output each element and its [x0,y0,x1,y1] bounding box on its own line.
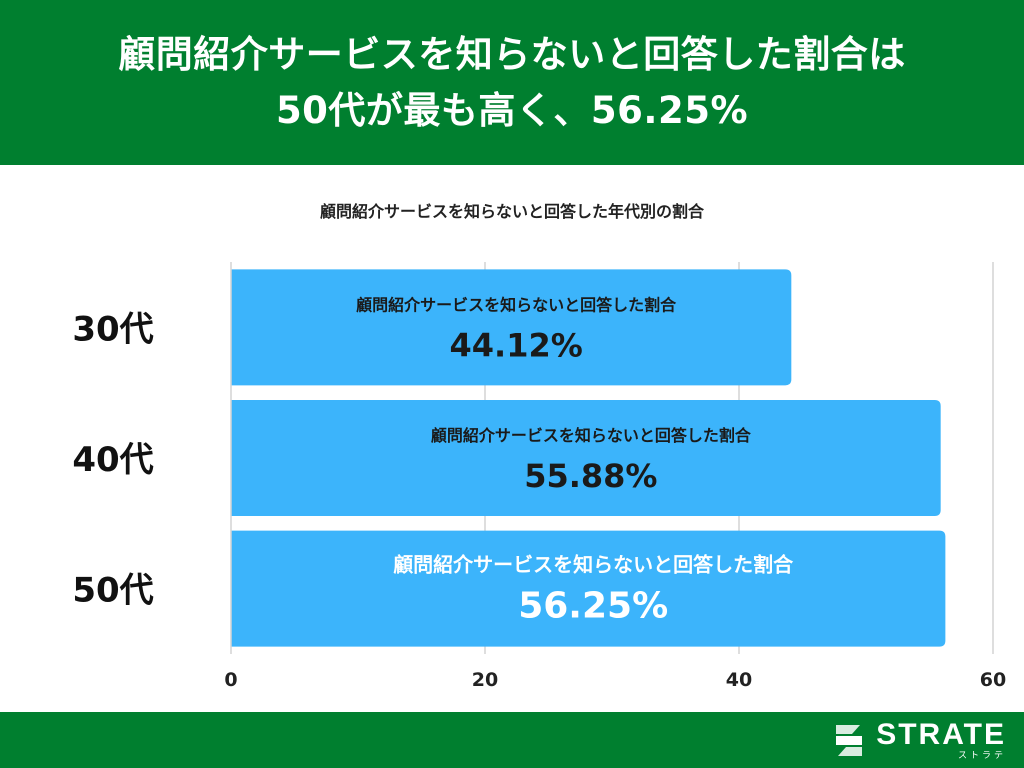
category-label: 30代 [72,309,153,349]
bar-caption: 顧問紹介サービスを知らないと回答した割合 [431,426,752,445]
x-tick-label: 60 [980,669,1006,691]
data-label: 56.25% [518,586,668,627]
data-label: 44.12% [450,326,583,364]
chart-title: 顧問紹介サービスを知らないと回答した年代別の割合 [319,202,704,221]
bar-caption: 顧問紹介サービスを知らないと回答した割合 [356,295,677,314]
footer-banner: STRATE ストラテ [0,712,1024,768]
x-tick-label: 40 [726,669,752,691]
category-label: 40代 [72,440,153,480]
x-tick-label: 0 [224,669,237,691]
x-tick-label: 20 [472,669,498,691]
bar [231,530,946,647]
header-banner: 顧問紹介サービスを知らないと回答した割合は 50代が最も高く、56.25% [0,0,1024,165]
logo-subtext: ストラテ [957,750,1006,761]
bar-chart: 顧問紹介サービスを知らないと回答した割合44.12%30代顧問紹介サービスを知ら… [72,262,1006,691]
bar-caption: 顧問紹介サービスを知らないと回答した割合 [393,553,794,577]
headline-line-1: 顧問紹介サービスを知らないと回答した割合は [118,32,906,76]
strate-logo: STRATE ストラテ [830,718,1006,762]
strate-s-icon [836,725,863,756]
logo-name: STRATE [876,717,1006,751]
bar [231,400,941,516]
data-label: 55.88% [524,457,657,495]
headline-line-2: 50代が最も高く、56.25% [275,88,749,132]
bar [231,269,792,386]
category-label: 50代 [72,571,153,611]
